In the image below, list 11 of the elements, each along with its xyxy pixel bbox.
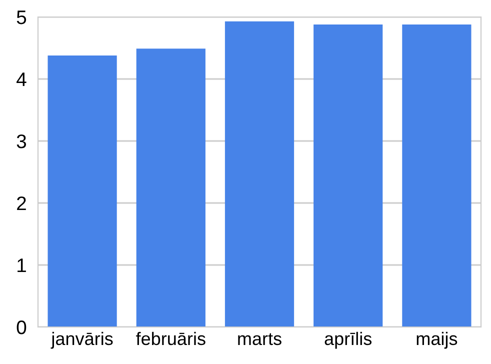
x-tick-label: marts xyxy=(238,333,282,346)
y-tick-label: 0 xyxy=(16,320,26,334)
x-tick-label: maijs xyxy=(416,332,458,349)
x-tick-label: februāris xyxy=(136,332,206,346)
y-tick-label: 1 xyxy=(18,258,26,272)
y-tick-label: 5 xyxy=(16,10,26,24)
y-tick-label: 4 xyxy=(16,72,26,86)
y-tick-label: 3 xyxy=(16,134,26,148)
x-tick-label: aprīlis xyxy=(324,332,372,349)
x-tick-label: janvāris xyxy=(50,332,113,349)
y-tick-label: 2 xyxy=(17,196,26,210)
